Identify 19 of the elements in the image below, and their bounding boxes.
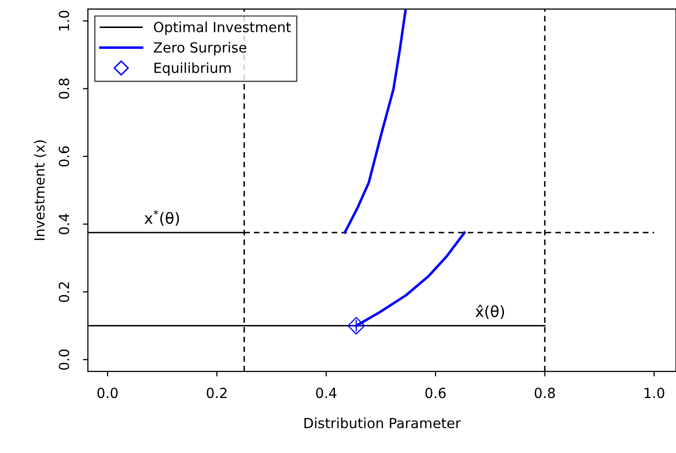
legend-label: Zero Surprise (154, 42, 246, 56)
y-tick-label: 0.8 (58, 78, 70, 99)
y-tick-label: 0.4 (58, 214, 70, 234)
x-tick-label: 1.0 (644, 388, 664, 398)
y-axis-title: Investment (x) (34, 140, 46, 240)
x-tick-label: 0.6 (425, 388, 446, 398)
annotation: x$^{*}$(θ) (144, 210, 179, 226)
x-tick-label: 0.8 (534, 388, 555, 398)
legend-label: Optimal Investment (154, 22, 291, 35)
annotation: x̂(θ) (475, 304, 504, 320)
y-tick-label: 0.6 (58, 146, 70, 167)
x-axis-title: Distribution Parameter (304, 418, 461, 428)
legend-label: Equilibrium (154, 62, 231, 76)
y-tick-label: 0.2 (58, 282, 70, 302)
y-tick-label: 1.0 (58, 10, 70, 30)
y-tick-label: 0.0 (58, 349, 70, 370)
x-tick-label: 0.4 (316, 388, 336, 398)
x-tick-label: 0.2 (206, 388, 227, 398)
x-tick-label: 0.0 (97, 388, 118, 398)
